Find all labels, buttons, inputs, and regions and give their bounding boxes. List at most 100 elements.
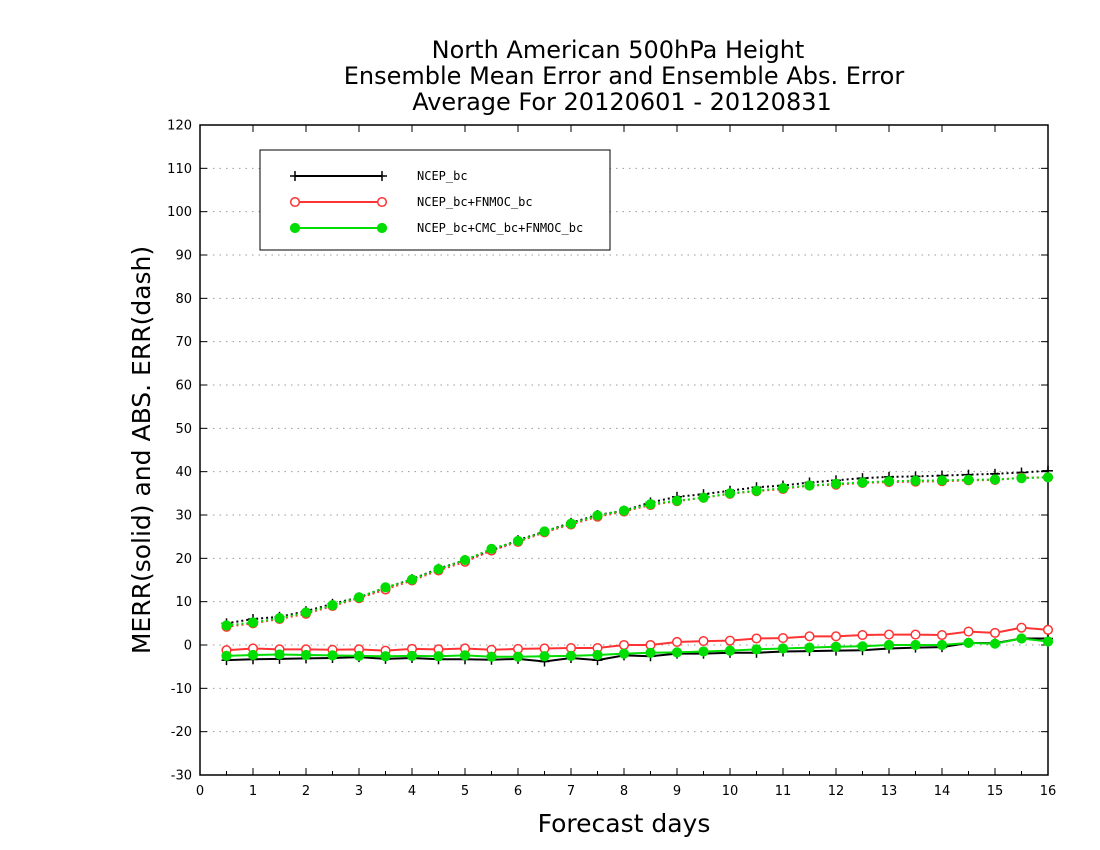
x-tick-label: 7	[567, 784, 575, 799]
abs-err-point	[883, 476, 895, 487]
merr-point	[698, 636, 709, 647]
merr-point	[327, 650, 338, 661]
y-tick-label: 100	[167, 205, 192, 220]
legend-entry: NCEP_bc+FNMOC_bc	[289, 195, 533, 209]
merr-point	[989, 627, 1001, 638]
merr-point	[671, 636, 683, 648]
merr-point	[910, 639, 921, 651]
merr-point	[486, 651, 497, 662]
legend-label: NCEP_bc+CMC_bc+FNMOC_bc	[417, 221, 583, 235]
merr-point	[804, 631, 815, 642]
legend-marker	[376, 196, 388, 208]
abs-err-point	[910, 475, 921, 486]
y-tick-label: 90	[175, 249, 192, 264]
merr-point	[910, 629, 921, 640]
x-tick-label: 6	[514, 784, 522, 799]
merr-point	[618, 648, 630, 659]
merr-point	[300, 649, 312, 661]
merr-point	[353, 650, 365, 661]
merr-point	[751, 644, 762, 655]
merr-point	[380, 651, 391, 662]
merr-point	[830, 631, 842, 642]
abs-err-point	[300, 607, 312, 618]
merr-point	[963, 626, 974, 637]
y-tick-label: 70	[175, 335, 192, 350]
abs-err-point	[777, 483, 789, 494]
merr-point	[857, 641, 868, 652]
abs-err-point	[671, 495, 683, 506]
merr-point	[804, 642, 815, 653]
abs-err-point	[645, 499, 656, 510]
chart-title-line-3: Average For 20120601 - 20120831	[412, 88, 832, 116]
legend-marker	[289, 222, 301, 234]
y-tick-label: 50	[175, 422, 192, 437]
x-tick-label: 10	[722, 784, 739, 799]
x-tick-label: 15	[987, 784, 1004, 799]
abs-err-point	[989, 474, 1001, 485]
y-axis-label: MERR(solid) and ABS. ERR(dash)	[127, 246, 156, 654]
abs-err-point	[1042, 472, 1054, 483]
x-tick-label: 9	[673, 784, 681, 799]
abs-err-point	[486, 543, 497, 554]
abs-err-point	[618, 505, 630, 516]
legend-marker	[376, 222, 388, 234]
abs-err-point	[963, 474, 974, 485]
x-tick-label: 2	[302, 784, 310, 799]
merr-point	[247, 649, 259, 661]
chart-title: North American 500hPa Height Ensemble Me…	[344, 36, 905, 116]
x-tick-label: 4	[408, 784, 416, 799]
chart-title-line-1: North American 500hPa Height	[432, 36, 805, 64]
legend: NCEP_bc NCEP_bc+FNMOC_bc NCEP_bc+CMC_bc+FN…	[259, 149, 611, 251]
merr-point	[724, 645, 736, 656]
abs-err-point	[539, 526, 550, 537]
merr-point	[751, 633, 762, 644]
y-tick-label: 120	[167, 119, 192, 134]
merr-point	[857, 629, 868, 641]
x-tick-label: 12	[828, 784, 845, 799]
merr-point	[539, 651, 550, 662]
abs-err-point	[247, 617, 259, 628]
abs-err-point	[512, 535, 524, 547]
x-tick-label: 8	[620, 784, 628, 799]
abs-err-point	[406, 574, 418, 585]
y-tick-label: 60	[175, 379, 192, 394]
y-tick-label: 110	[167, 162, 192, 177]
abs-err-point	[1016, 473, 1027, 484]
abs-err-point	[804, 480, 815, 491]
legend-marker	[377, 171, 387, 181]
merr-point	[433, 651, 444, 662]
x-tick-label: 13	[881, 784, 898, 799]
merr-point	[274, 649, 285, 660]
x-axis-ticks: 0 1 2 3 4 5 6 7 8 9 10 11 12 13 14 15 16	[196, 125, 1056, 799]
abs-err-point	[724, 488, 736, 499]
legend-marker	[290, 171, 300, 181]
abs-err-point	[327, 600, 338, 611]
merr-point	[618, 639, 630, 651]
legend-box	[259, 149, 611, 251]
merr-point	[645, 647, 656, 658]
legend-label: NCEP_bc	[417, 169, 468, 183]
legend-marker	[289, 196, 301, 208]
y-axis-ticks: -30 -20 -10 0 10 20 30 40 50 60 70 80 90 100 110 120	[167, 119, 1048, 784]
merr-point	[512, 651, 524, 662]
series-NCEP_bc+CMC_bc+FNMOC_bc	[221, 472, 1054, 662]
y-tick-label: 10	[175, 595, 192, 610]
merr-point	[221, 650, 232, 661]
abs-err-point	[936, 475, 948, 486]
merr-point	[936, 629, 948, 641]
merr-point	[671, 647, 683, 658]
y-tick-label: -20	[171, 725, 192, 740]
merr-point	[936, 639, 948, 651]
abs-err-point	[459, 554, 471, 566]
merr-point	[592, 649, 603, 661]
abs-err-point	[221, 620, 232, 631]
series-layer	[221, 465, 1054, 667]
y-tick-label: 20	[175, 552, 192, 567]
merr-point	[1042, 624, 1054, 635]
merr-point	[565, 650, 577, 661]
abs-err-line	[226, 476, 1049, 628]
x-axis-label: Forecast days	[538, 809, 711, 838]
legend-entry: NCEP_bc+CMC_bc+FNMOC_bc	[289, 221, 583, 235]
x-tick-label: 5	[461, 784, 469, 799]
